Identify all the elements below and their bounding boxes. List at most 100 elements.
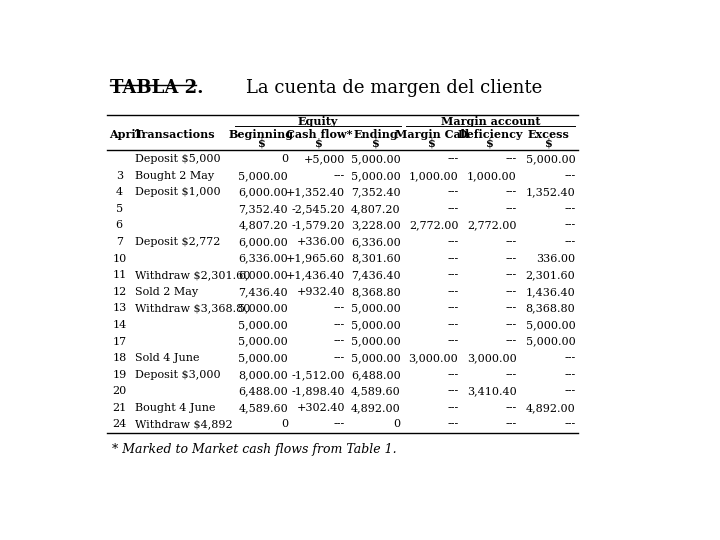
Text: ---: --- [447,336,459,347]
Text: 7,352.40: 7,352.40 [351,187,401,197]
Text: 2,772.00: 2,772.00 [467,220,517,231]
Text: 5,000.00: 5,000.00 [526,320,575,330]
Text: ---: --- [447,420,459,429]
Text: ---: --- [505,270,517,280]
Text: 6,336.00: 6,336.00 [351,237,401,247]
Text: 6,000.00: 6,000.00 [238,237,288,247]
Text: ---: --- [447,187,459,197]
Text: 5,000.00: 5,000.00 [238,303,288,313]
Text: 3,000.00: 3,000.00 [408,353,459,363]
Text: $: $ [372,138,379,149]
Text: 0: 0 [394,420,401,429]
Text: $: $ [258,138,266,149]
Text: 5,000.00: 5,000.00 [351,353,401,363]
Text: Excess: Excess [528,129,570,140]
Text: 6,488.00: 6,488.00 [351,370,401,380]
Text: 4,892.00: 4,892.00 [351,403,401,413]
Text: 0: 0 [281,420,288,429]
Text: Ending: Ending [354,129,398,140]
Text: ---: --- [505,320,517,330]
Text: ---: --- [447,403,459,413]
Text: Deposit $1,000: Deposit $1,000 [135,187,220,197]
Text: 5,000.00: 5,000.00 [351,320,401,330]
Text: 5,000.00: 5,000.00 [238,171,288,181]
Text: +336.00: +336.00 [297,237,345,247]
Text: ---: --- [564,220,575,231]
Text: ---: --- [505,187,517,197]
Text: Withdraw $4,892: Withdraw $4,892 [135,420,233,429]
Text: ---: --- [564,171,575,181]
Text: 24: 24 [112,420,127,429]
Text: Cash flow*: Cash flow* [286,129,353,140]
Text: 12: 12 [112,287,127,297]
Text: 20: 20 [112,386,127,396]
Text: ---: --- [447,287,459,297]
Text: April: April [109,129,140,140]
Text: 6,488.00: 6,488.00 [238,386,288,396]
Text: Sold 4 June: Sold 4 June [135,353,199,363]
Text: +932.40: +932.40 [297,287,345,297]
Text: 6,000.00: 6,000.00 [238,187,288,197]
Text: ---: --- [334,420,345,429]
Text: -1,512.00: -1,512.00 [292,370,345,380]
Text: 4,892.00: 4,892.00 [526,403,575,413]
Text: 336.00: 336.00 [536,254,575,264]
Text: Deposit $2,772: Deposit $2,772 [135,237,220,247]
Text: ---: --- [505,370,517,380]
Text: +302.40: +302.40 [297,403,345,413]
Text: 1,000.00: 1,000.00 [467,171,517,181]
Text: Bought 2 May: Bought 2 May [135,171,214,181]
Text: 5,000.00: 5,000.00 [526,336,575,347]
Text: 21: 21 [112,403,127,413]
Text: 3,228.00: 3,228.00 [351,220,401,231]
Text: Deficiency: Deficiency [458,129,523,140]
Text: Withdraw $2,301.60: Withdraw $2,301.60 [135,270,250,280]
Text: ---: --- [447,237,459,247]
Text: La cuenta de margen del cliente: La cuenta de margen del cliente [246,79,542,97]
Text: 19: 19 [112,370,127,380]
Text: 7,352.40: 7,352.40 [238,204,288,214]
Text: +5,000: +5,000 [304,154,345,164]
Text: ---: --- [334,171,345,181]
Text: 5,000.00: 5,000.00 [238,336,288,347]
Text: 7: 7 [116,237,123,247]
Text: 6,000.00: 6,000.00 [238,270,288,280]
Text: 5,000.00: 5,000.00 [351,336,401,347]
Text: ---: --- [564,420,575,429]
Text: ---: --- [447,320,459,330]
Text: +1,965.60: +1,965.60 [286,254,345,264]
Text: 4: 4 [116,187,123,197]
Text: ---: --- [334,303,345,313]
Text: 10: 10 [112,254,127,264]
Text: 4,807.20: 4,807.20 [351,204,401,214]
Text: 8,301.60: 8,301.60 [351,254,401,264]
Text: ---: --- [564,353,575,363]
Text: $: $ [315,138,323,149]
Text: * Marked to Market cash flows from Table 1.: * Marked to Market cash flows from Table… [112,443,397,456]
Text: TABLA 2.: TABLA 2. [109,79,203,97]
Text: ---: --- [334,336,345,347]
Text: ---: --- [505,420,517,429]
Text: 1,436.40: 1,436.40 [526,287,575,297]
Text: 4,589.60: 4,589.60 [238,403,288,413]
Text: 6,336.00: 6,336.00 [238,254,288,264]
Text: ---: --- [447,254,459,264]
Text: 1,000.00: 1,000.00 [408,171,459,181]
Text: 8,368.80: 8,368.80 [351,287,401,297]
Text: 18: 18 [112,353,127,363]
Text: ---: --- [564,370,575,380]
Text: ---: --- [505,336,517,347]
Text: 3,000.00: 3,000.00 [467,353,517,363]
Text: 4,807.20: 4,807.20 [238,220,288,231]
Text: -1,579.20: -1,579.20 [292,220,345,231]
Text: 5,000.00: 5,000.00 [238,353,288,363]
Text: $: $ [487,138,494,149]
Text: ---: --- [505,154,517,164]
Text: ---: --- [447,270,459,280]
Text: 5,000.00: 5,000.00 [351,303,401,313]
Text: ---: --- [505,237,517,247]
Text: Withdraw $3,368.80: Withdraw $3,368.80 [135,303,250,313]
Text: ---: --- [564,386,575,396]
Text: +1,352.40: +1,352.40 [286,187,345,197]
Text: 6: 6 [116,220,123,231]
